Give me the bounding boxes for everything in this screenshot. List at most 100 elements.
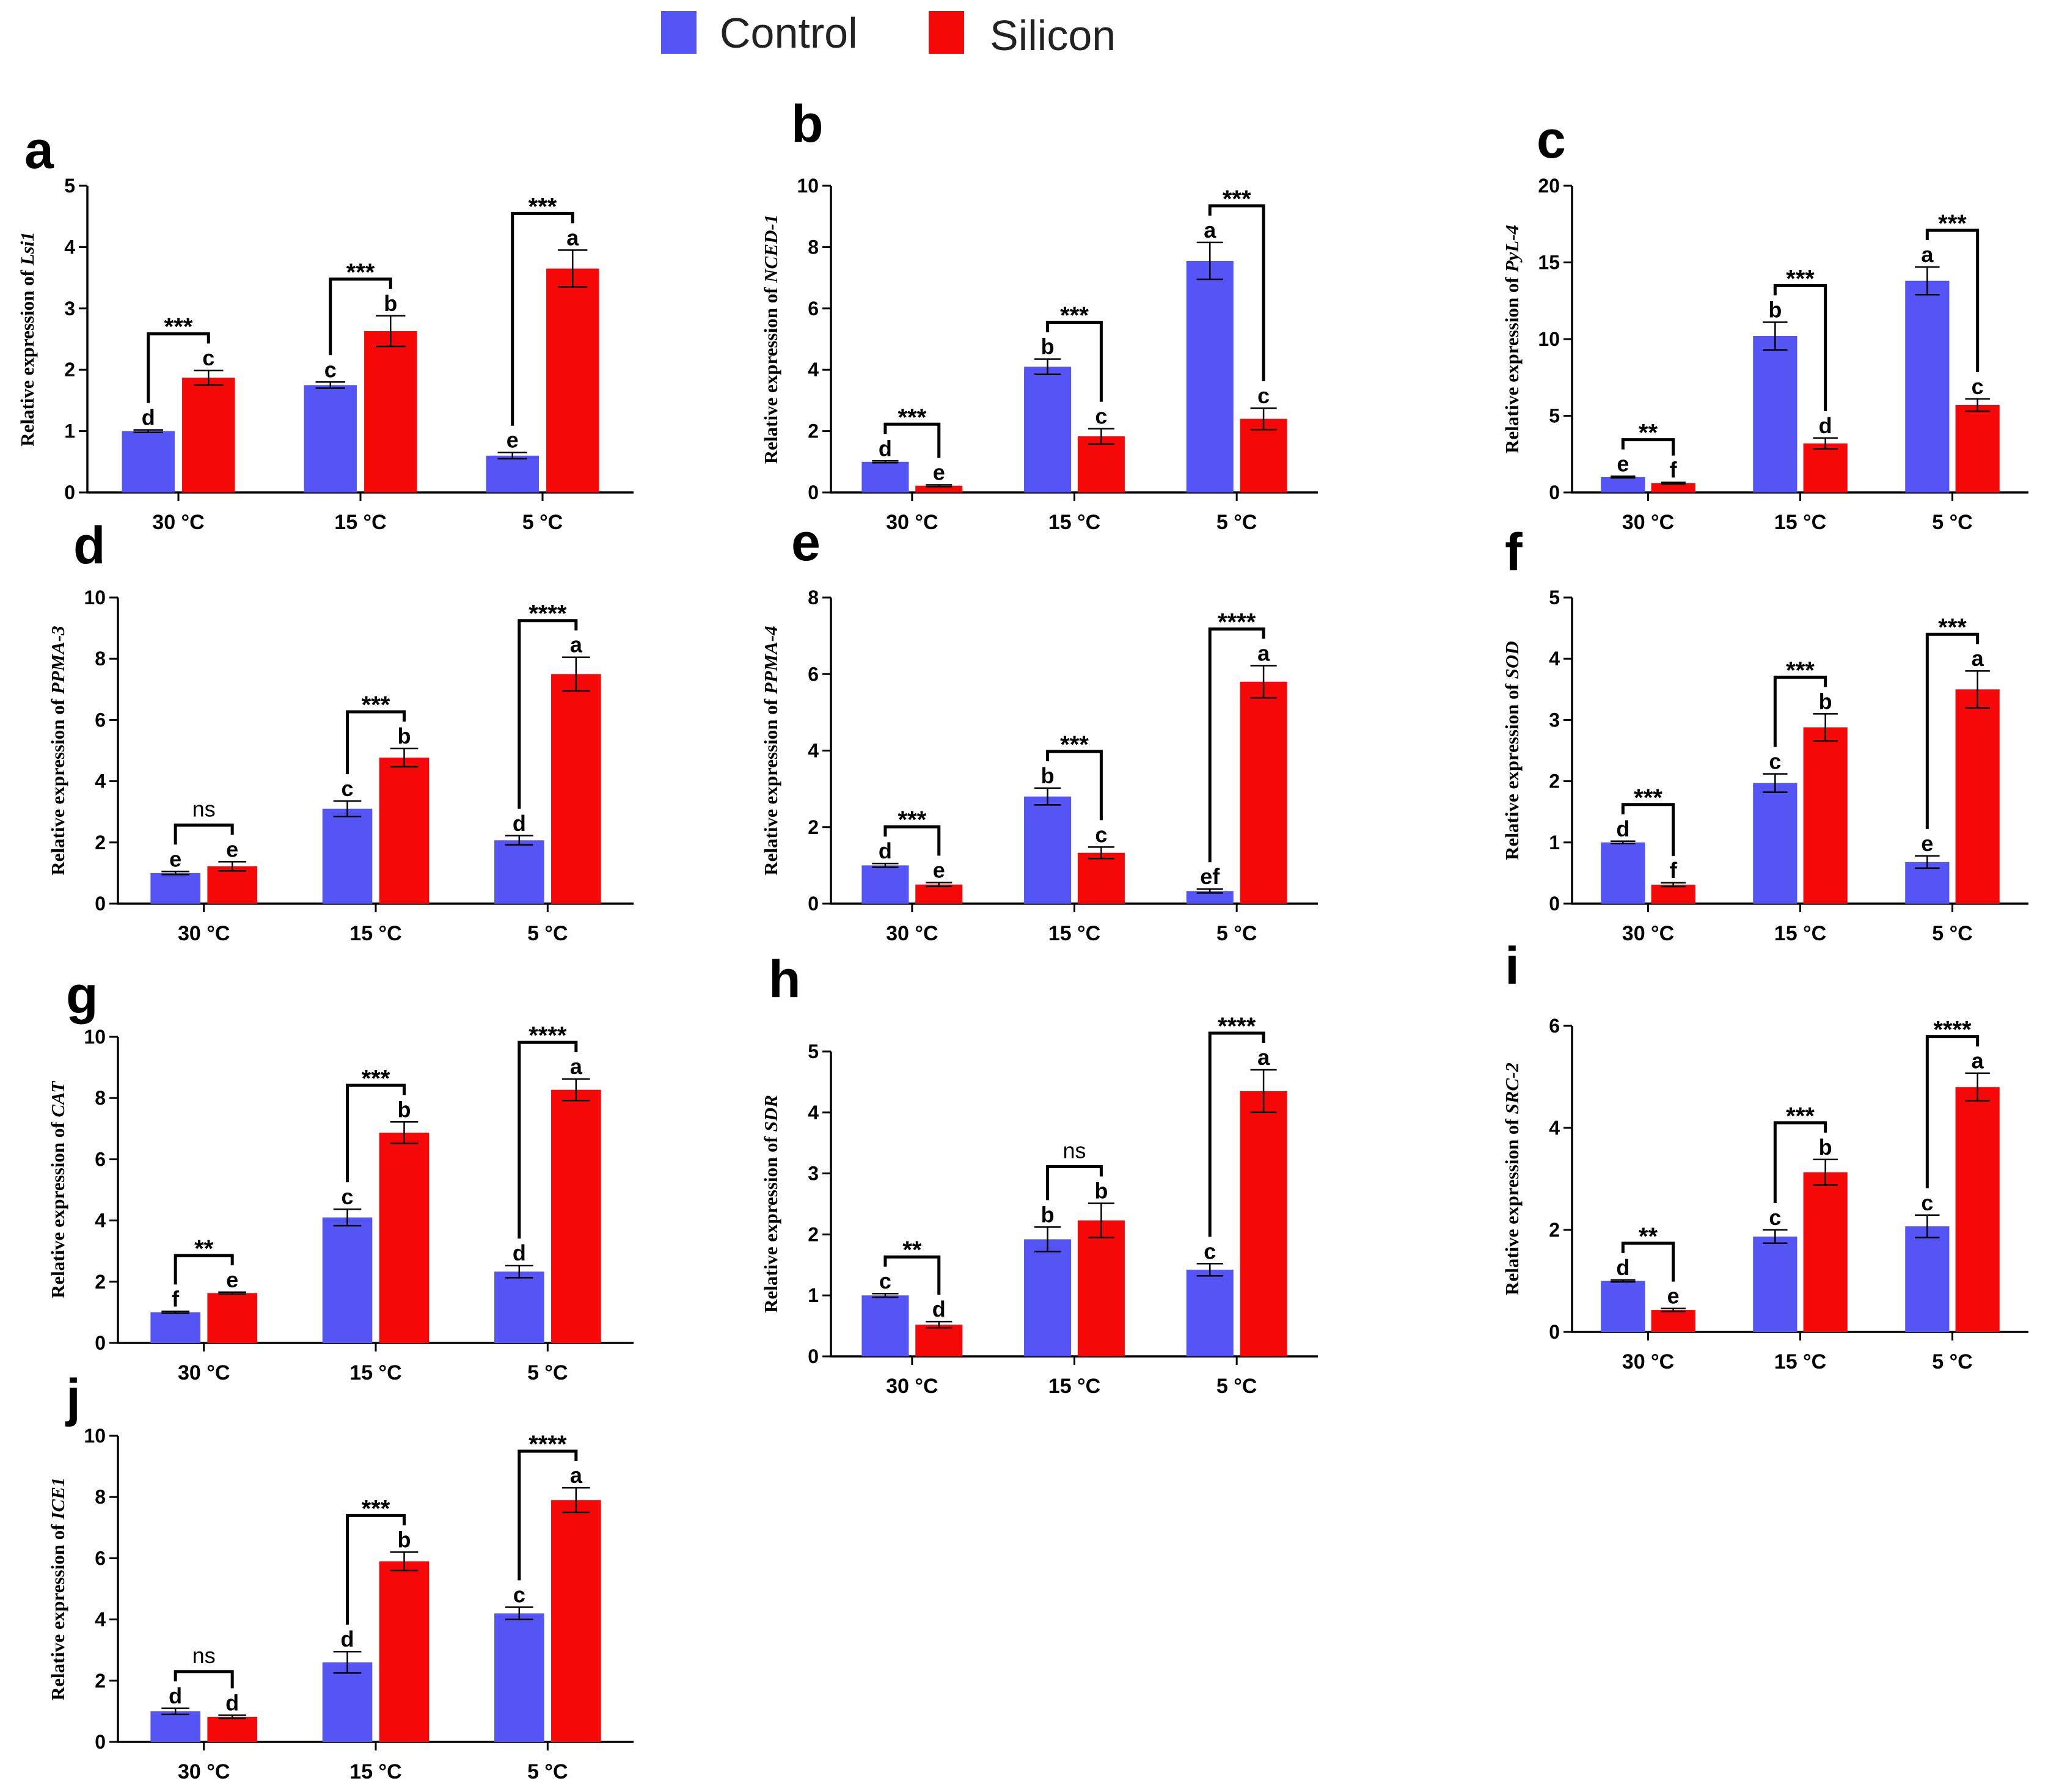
y-tick-label: 2 xyxy=(95,1670,106,1692)
y-tick-label: 0 xyxy=(1549,893,1560,915)
y-tick-label: 0 xyxy=(808,893,819,915)
x-tick-label: 5 °C xyxy=(527,922,568,945)
group-letter: f xyxy=(172,1286,180,1311)
y-tick-label: 10 xyxy=(84,1425,106,1447)
group-letter: d xyxy=(513,811,526,836)
y-tick-label: 5 xyxy=(1549,587,1560,609)
x-tick-label: 5 °C xyxy=(1932,1350,1973,1373)
x-tick-label: 5 °C xyxy=(1932,511,1973,534)
significance-label: **** xyxy=(528,1431,567,1458)
significance-bracket xyxy=(345,710,406,775)
y-axis-label-prefix: Relative expression of xyxy=(1501,1114,1523,1295)
bar-silicon xyxy=(1077,852,1125,904)
group-letter: b xyxy=(1041,334,1055,359)
y-axis-label: Relative expression of PPMA-3 xyxy=(47,626,68,875)
group-letter: e xyxy=(1617,452,1629,477)
bar-control xyxy=(1024,1239,1072,1356)
y-tick-label: 2 xyxy=(95,832,106,854)
significance-label: ** xyxy=(1639,420,1658,447)
significance-label: *** xyxy=(1786,1103,1815,1130)
group-letter: a xyxy=(1257,640,1270,665)
bar-silicon xyxy=(1803,727,1848,904)
panel-letter: f xyxy=(1505,523,1523,582)
bar-control xyxy=(861,461,909,492)
significance-label: *** xyxy=(1634,784,1662,811)
y-tick-label: 8 xyxy=(808,587,819,609)
significance-bracket xyxy=(511,211,574,426)
x-tick-label: 30 °C xyxy=(886,511,938,534)
x-tick-label: 5 °C xyxy=(527,1361,568,1384)
y-axis-label: Relative expression of PPMA-4 xyxy=(760,626,781,875)
bar-silicon xyxy=(551,674,601,904)
y-tick-label: 10 xyxy=(84,1026,106,1048)
y-tick-label: 2 xyxy=(808,816,819,838)
significance-label: *** xyxy=(1938,210,1967,237)
x-tick-label: 15 °C xyxy=(349,1361,401,1384)
y-axis-label-prefix: Relative expression of xyxy=(16,265,38,446)
y-axis-label: Relative expression of ICE1 xyxy=(47,1477,68,1700)
group-letter: b xyxy=(1094,1179,1108,1204)
bar-control xyxy=(494,1271,544,1343)
group-letter: d xyxy=(142,405,155,430)
bar-silicon xyxy=(546,268,599,492)
bar-control xyxy=(150,872,200,904)
significance-bracket xyxy=(1208,1031,1265,1237)
y-tick-label: 6 xyxy=(95,1547,106,1569)
bar-silicon xyxy=(364,331,417,492)
bar-control xyxy=(1186,891,1234,904)
x-tick-label: 5 °C xyxy=(1216,1375,1257,1398)
y-tick-label: 1 xyxy=(1549,832,1560,854)
significance-bracket xyxy=(517,1449,578,1581)
significance-bracket xyxy=(174,823,234,845)
y-tick-label: 4 xyxy=(95,770,106,792)
y-axis-label: Relative expression of SOD xyxy=(1501,641,1523,860)
panel-letter: h xyxy=(769,950,801,1009)
group-letter: d xyxy=(879,436,892,461)
x-tick-label: 5 °C xyxy=(522,511,563,534)
x-tick-label: 15 °C xyxy=(349,1760,401,1783)
bar-control xyxy=(1753,335,1797,492)
y-axis-label: Relative expression of NCED-1 xyxy=(760,214,781,464)
group-letter: d xyxy=(932,1296,946,1322)
panel-letter: i xyxy=(1505,937,1520,995)
x-tick-label: 30 °C xyxy=(178,1760,230,1783)
group-letter: b xyxy=(1041,763,1055,788)
significance-bracket xyxy=(517,619,578,809)
bar-control xyxy=(304,385,357,492)
group-letter: a xyxy=(1972,646,1984,671)
y-tick-label: 0 xyxy=(95,1332,106,1354)
panel-letter: d xyxy=(73,516,106,575)
significance-bracket xyxy=(174,1254,234,1285)
group-letter: e xyxy=(1667,1284,1680,1309)
y-tick-label: 8 xyxy=(808,236,819,258)
significance-bracket xyxy=(1773,1121,1827,1203)
group-letter: c xyxy=(1972,374,1984,399)
significance-label: *** xyxy=(1938,614,1967,641)
y-tick-label: 10 xyxy=(84,587,106,609)
significance-bracket xyxy=(345,1083,406,1183)
y-tick-label: 0 xyxy=(64,481,75,503)
significance-label: *** xyxy=(1060,302,1089,329)
y-axis-label-gene: Lsi1 xyxy=(16,232,38,266)
significance-label: *** xyxy=(362,1495,390,1522)
bar-control xyxy=(322,1662,373,1742)
significance-bracket xyxy=(1046,750,1103,821)
group-letter: d xyxy=(513,1240,526,1265)
group-letter: e xyxy=(226,1267,238,1292)
significance-bracket xyxy=(1046,1165,1103,1201)
y-tick-label: 5 xyxy=(808,1040,819,1062)
x-tick-label: 15 °C xyxy=(1048,1375,1100,1398)
significance-label: *** xyxy=(528,193,557,220)
bar-control xyxy=(1905,1226,1950,1332)
significance-label: *** xyxy=(164,313,193,340)
bar-silicon xyxy=(1240,1091,1287,1356)
bar-control xyxy=(1601,477,1645,492)
y-axis-label: Relative expression of CAT xyxy=(47,1081,68,1298)
group-letter: b xyxy=(398,723,411,748)
bar-control xyxy=(1186,260,1234,492)
x-tick-label: 5 °C xyxy=(527,1760,568,1783)
y-axis-label-gene: SOD xyxy=(1501,641,1523,679)
significance-bracket xyxy=(1925,229,1980,372)
bar-silicon xyxy=(182,378,235,492)
x-tick-label: 15 °C xyxy=(1774,1350,1826,1373)
